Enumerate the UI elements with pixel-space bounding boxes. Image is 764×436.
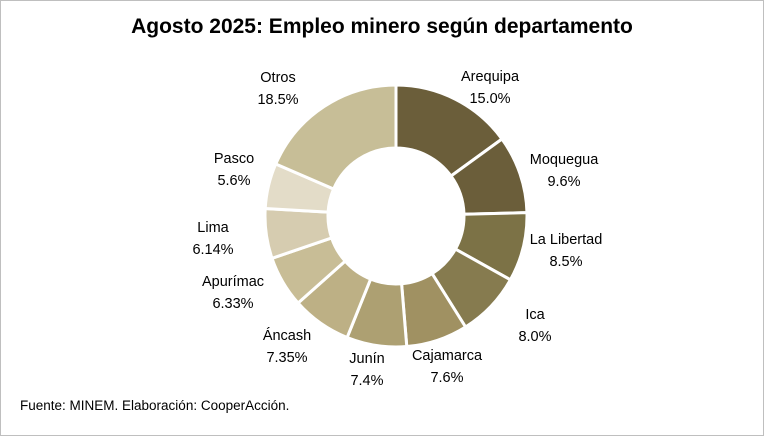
slice-value-label: 7.6%: [430, 370, 463, 386]
slice-value-label: 8.5%: [549, 254, 582, 270]
slice-label: Junín: [349, 351, 384, 367]
source-note: Fuente: MINEM. Elaboración: CooperAcción…: [20, 398, 290, 413]
slice-value-label: 6.14%: [192, 242, 233, 258]
slice-value-label: 7.35%: [266, 350, 307, 366]
slice-value-label: 7.4%: [350, 373, 383, 389]
slice-label: Lima: [197, 220, 229, 236]
slice-value-label: 8.0%: [518, 329, 551, 345]
slice-value-label: 6.33%: [212, 296, 253, 312]
slice-label: Pasco: [214, 151, 254, 167]
slice-value-label: 9.6%: [547, 174, 580, 190]
slice-label: Cajamarca: [412, 348, 483, 364]
slice-label: Arequipa: [461, 69, 520, 85]
chart-title: Agosto 2025: Empleo minero según departa…: [131, 15, 633, 38]
slice-label: Ica: [525, 307, 545, 323]
slice-label: Áncash: [263, 327, 311, 344]
slice-label: Moquegua: [530, 152, 599, 168]
slice-label: Otros: [260, 70, 295, 86]
slice-value-label: 5.6%: [217, 173, 250, 189]
slice-otros: [273, 83, 398, 191]
slice-value-label: 18.5%: [257, 92, 298, 108]
slice-label: Apurímac: [202, 274, 264, 290]
slice-value-label: 15.0%: [469, 91, 510, 107]
slice-label: La Libertad: [530, 232, 603, 248]
